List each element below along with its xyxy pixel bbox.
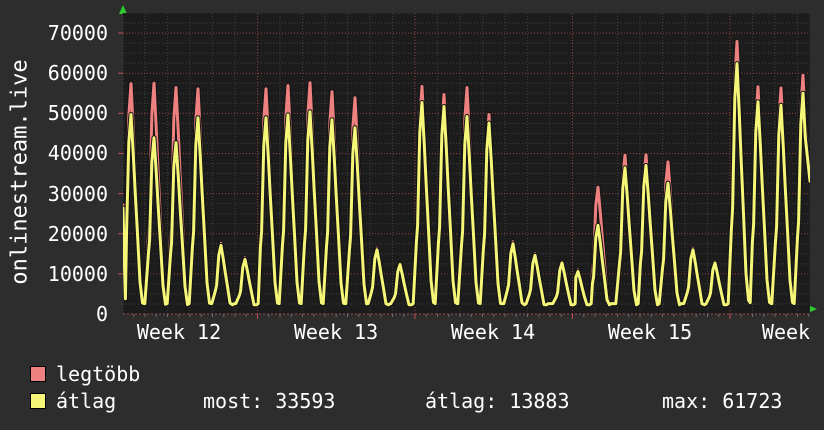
series-avg-line: [123, 62, 810, 307]
legend-label-legtobb: legtöbb: [56, 362, 141, 386]
legend-swatch-atlag: [30, 393, 46, 409]
y-axis-label: 20000: [47, 221, 108, 246]
y-axis-label: 60000: [47, 61, 108, 86]
stat-atlag: átlag: 13883: [425, 389, 570, 413]
x-axis-label: Week: [761, 320, 811, 344]
x-axis-label: Week 12: [136, 320, 222, 344]
legend-swatch-legtobb: [30, 366, 46, 382]
x-axis-arrow-icon: [808, 305, 817, 313]
y-axis-label: 70000: [47, 21, 108, 46]
y-axis-label: 0: [95, 302, 108, 326]
legend-item-atlag: átlag: [30, 389, 117, 413]
x-axis-label: Week 15: [607, 320, 693, 344]
stat-max: max: 61723: [662, 389, 783, 413]
x-axis: Week 12 Week 13 Week 14 Week 15 Week: [136, 320, 811, 344]
legend-item-legtobb: legtöbb: [30, 362, 141, 386]
y-axis-arrow-icon: [119, 5, 127, 14]
y-axis-label: 30000: [47, 181, 108, 206]
legend-label-atlag: átlag: [56, 389, 117, 413]
y-axis-label: 40000: [47, 141, 108, 166]
stat-most: most: 33593: [203, 389, 336, 413]
y-axis: 70000 60000 50000 40000 30000 20000 10000 0: [8, 0, 108, 340]
y-axis-label: 10000: [47, 261, 108, 286]
x-axis-label: Week 13: [293, 320, 379, 344]
chart-plot: [118, 13, 810, 319]
y-axis-label: 50000: [47, 101, 108, 126]
x-axis-label: Week 14: [450, 320, 536, 344]
